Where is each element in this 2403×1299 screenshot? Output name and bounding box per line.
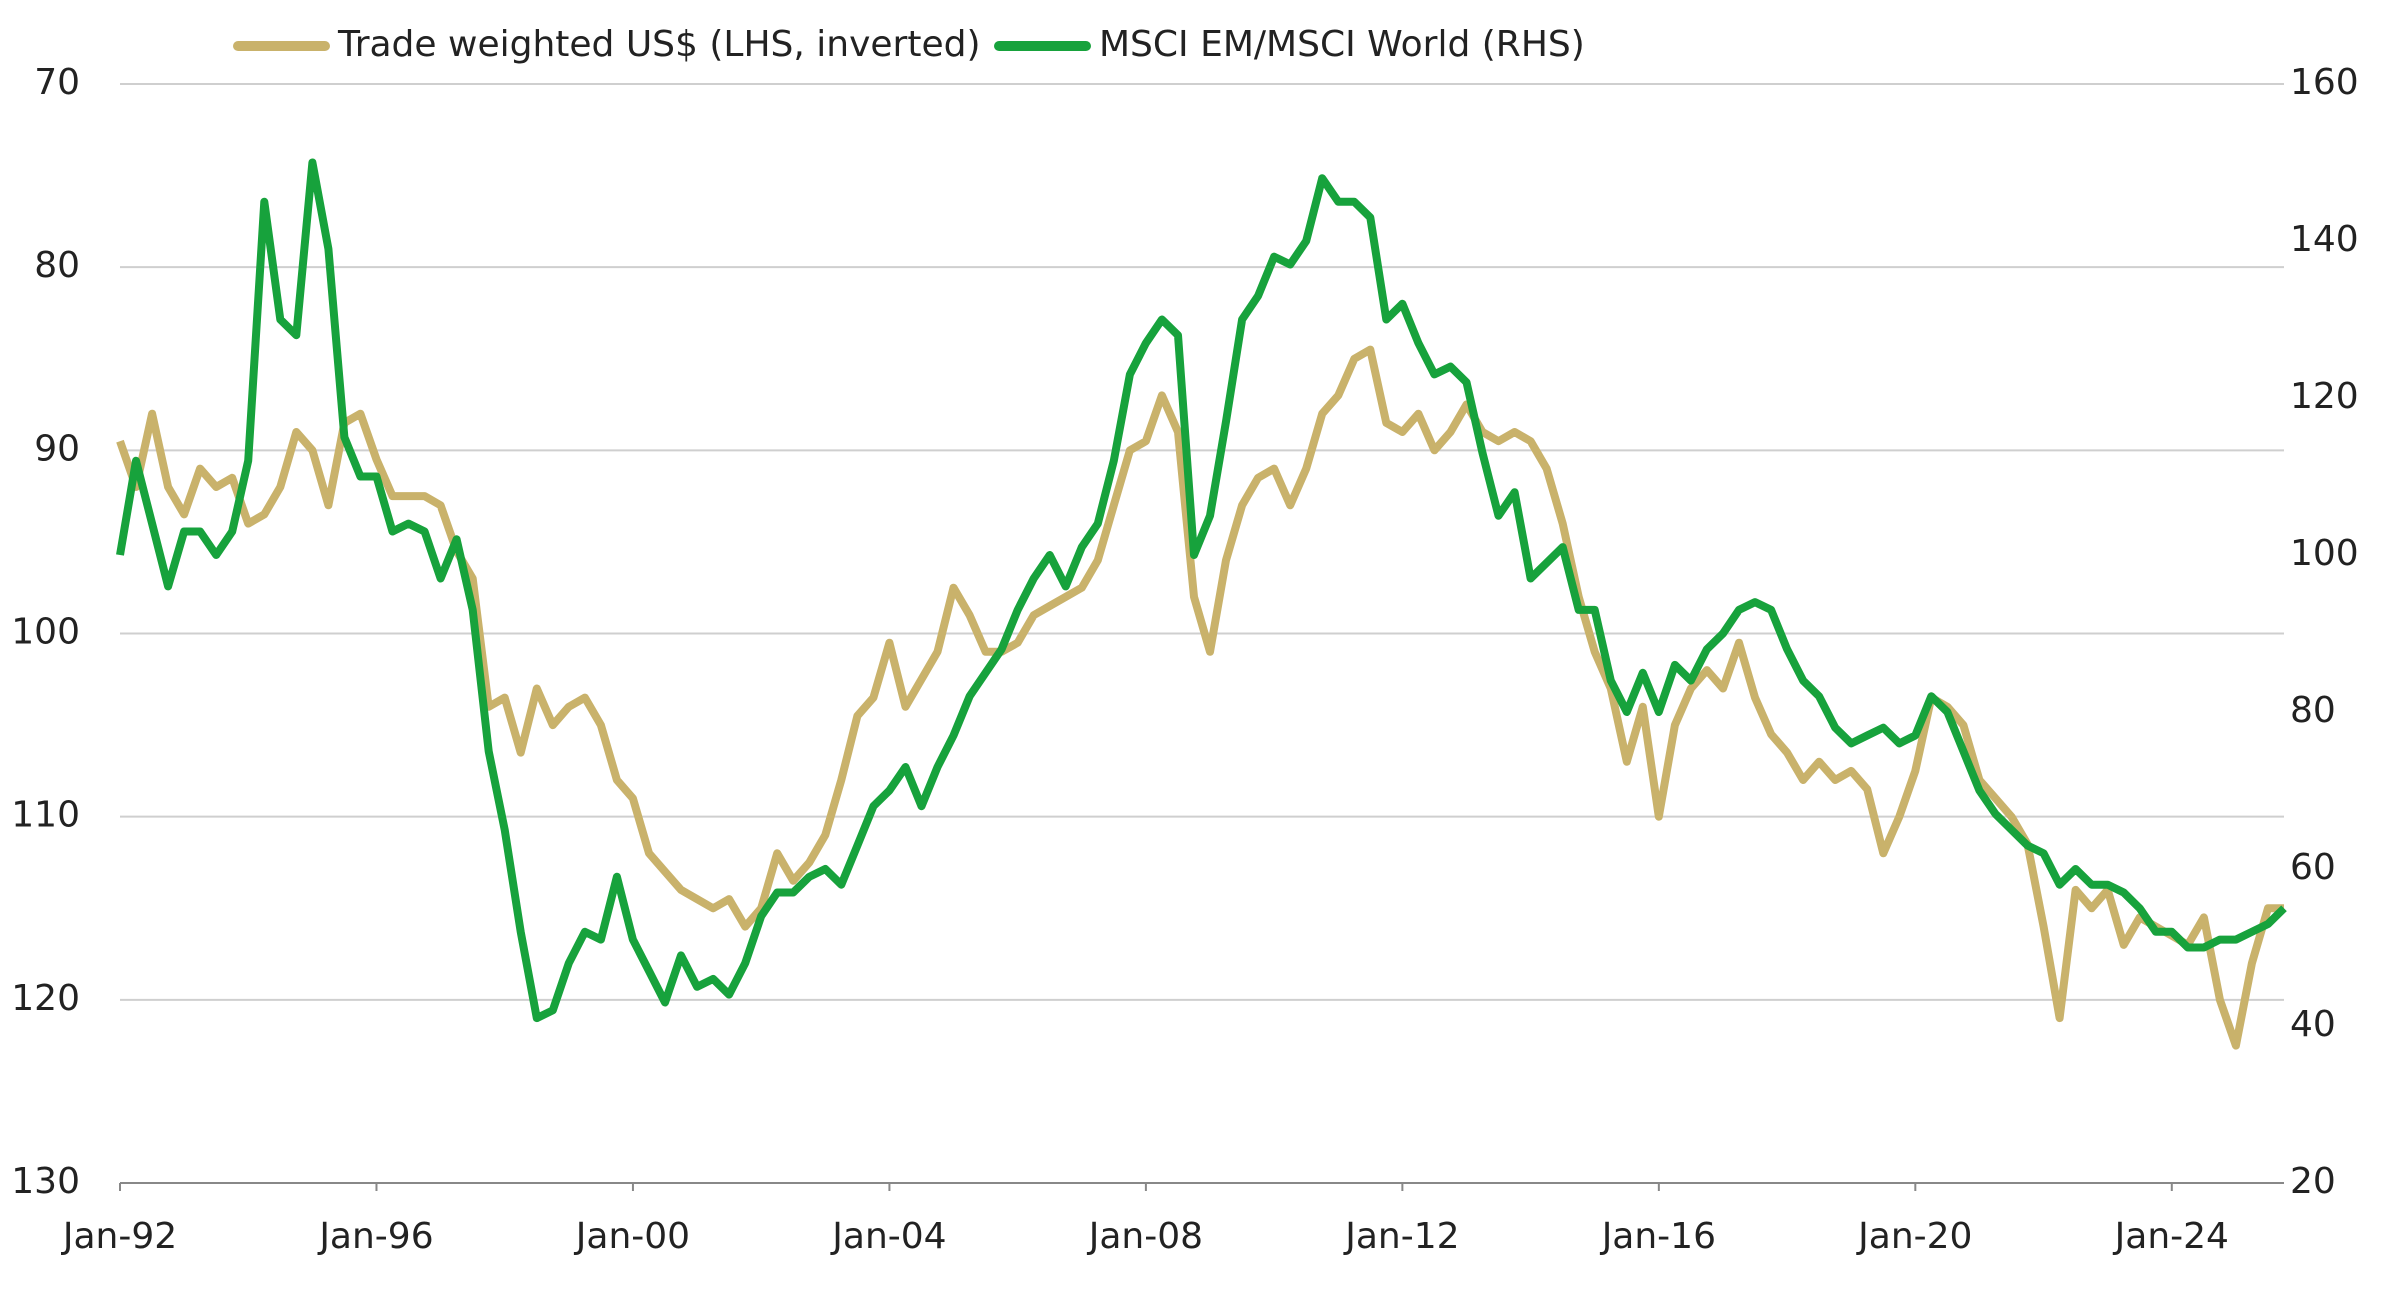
legend-label: MSCI EM/MSCI World (RHS) [1099, 24, 1585, 65]
x-tick-label: Jan-04 [830, 1216, 946, 1257]
x-tick-label: Jan-96 [317, 1216, 433, 1257]
x-tick-label: Jan-00 [574, 1216, 690, 1257]
y2-tick-label: 100 [2290, 533, 2359, 574]
y-tick-label: 130 [11, 1161, 80, 1202]
legend-label: Trade weighted US$ (LHS, inverted) [337, 24, 981, 65]
y2-tick-label: 20 [2290, 1161, 2336, 1202]
x-tick-label: Jan-08 [1087, 1216, 1203, 1257]
y-tick-label: 90 [34, 428, 80, 469]
y2-tick-label: 60 [2290, 847, 2336, 888]
series-line [116, 158, 2287, 1023]
y2-tick-label: 80 [2290, 690, 2336, 731]
y-tick-label: 80 [34, 245, 80, 286]
y-tick-label: 110 [11, 795, 80, 836]
y2-tick-label: 120 [2290, 376, 2359, 417]
y2-tick-label: 140 [2290, 219, 2359, 260]
x-tick-label: Jan-12 [1343, 1216, 1459, 1257]
x-tick-label: Jan-16 [1600, 1216, 1716, 1257]
y2-tick-label: 40 [2290, 1004, 2336, 1045]
x-tick-label: Jan-20 [1856, 1216, 1972, 1257]
y-tick-label: 70 [34, 62, 80, 103]
y2-tick-label: 160 [2290, 62, 2359, 103]
series-line [116, 345, 2284, 1050]
x-tick-label: Jan-92 [61, 1216, 177, 1257]
x-tick-label: Jan-24 [2113, 1216, 2229, 1257]
y-tick-label: 100 [11, 612, 80, 653]
y-tick-label: 120 [11, 978, 80, 1019]
